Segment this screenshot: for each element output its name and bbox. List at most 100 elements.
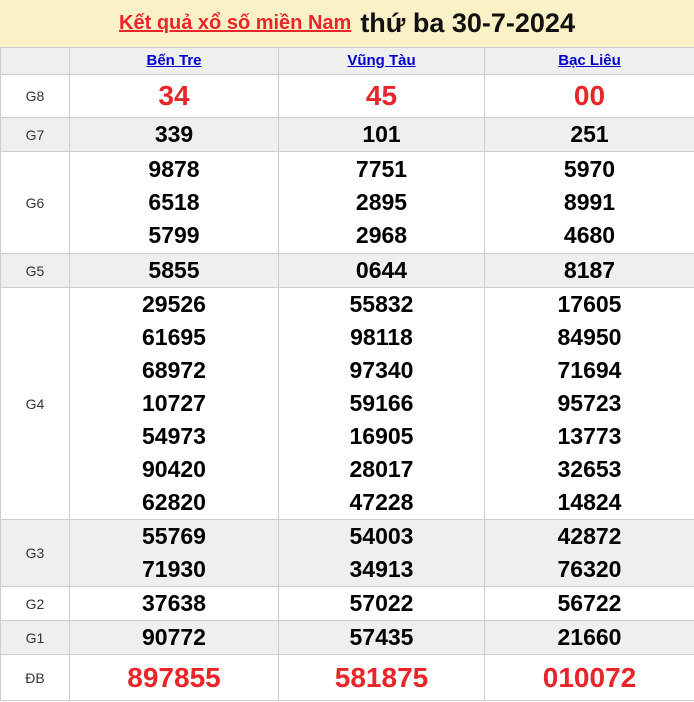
column-link-bac-lieu[interactable]: Bạc Liêu bbox=[558, 52, 621, 69]
result-value: 17605 bbox=[557, 291, 622, 317]
column-header-ben-tre: Bến Tre bbox=[69, 47, 279, 75]
corner-cell bbox=[0, 47, 70, 75]
results-table: Bến Tre Vũng Tàu Bạc Liêu G8 34 45 00 G7 bbox=[0, 47, 694, 701]
result-value: 5855 bbox=[148, 257, 200, 283]
result-cell: 5970 8991 4680 bbox=[484, 151, 694, 254]
result-cell: 57435 bbox=[278, 620, 485, 655]
title-date: thứ ba 30-7-2024 bbox=[360, 8, 575, 38]
column-link-vung-tau[interactable]: Vũng Tàu bbox=[347, 52, 416, 69]
result-cell: 7751 2895 2968 bbox=[278, 151, 485, 254]
result-cell: 5855 bbox=[69, 253, 279, 288]
title-bar: Kết quả xổ số miền Nam thứ ba 30-7-2024 bbox=[0, 0, 694, 47]
result-cell: 55832 98118 97340 59166 16905 28017 4722… bbox=[278, 287, 485, 520]
result-value: 97340 bbox=[349, 357, 414, 383]
prize-row-g4: G4 29526 61695 68972 10727 54973 90420 6… bbox=[0, 287, 694, 520]
result-value: 76320 bbox=[557, 556, 622, 582]
prize-label-g7: G7 bbox=[0, 117, 70, 152]
prize-label-g1: G1 bbox=[0, 620, 70, 655]
result-value: 61695 bbox=[142, 324, 206, 350]
result-cell: 251 bbox=[484, 117, 694, 152]
result-value: 45 bbox=[365, 80, 398, 111]
result-value: 37638 bbox=[142, 590, 206, 616]
result-value: 7751 bbox=[355, 156, 408, 182]
prize-label-g2: G2 bbox=[0, 586, 70, 621]
result-value: 5799 bbox=[148, 222, 200, 248]
result-value: 29526 bbox=[142, 291, 206, 317]
result-cell: 17605 84950 71694 95723 13773 32653 1482… bbox=[484, 287, 694, 520]
prize-label-db: ĐB bbox=[0, 654, 70, 701]
result-value: 55769 bbox=[142, 523, 206, 549]
header-row: Bến Tre Vũng Tàu Bạc Liêu bbox=[0, 47, 694, 75]
result-value: 9878 bbox=[148, 156, 200, 182]
prize-label-g3: G3 bbox=[0, 519, 70, 587]
result-value: 32653 bbox=[557, 456, 622, 482]
result-value: 13773 bbox=[557, 423, 622, 449]
result-value: 55832 bbox=[349, 291, 414, 317]
result-cell: 8187 bbox=[484, 253, 694, 288]
result-cell: 339 bbox=[69, 117, 279, 152]
result-value: 339 bbox=[154, 121, 194, 147]
result-value: 57022 bbox=[349, 590, 414, 616]
result-value: 47228 bbox=[349, 489, 414, 515]
result-cell: 0644 bbox=[278, 253, 485, 288]
column-link-ben-tre[interactable]: Bến Tre bbox=[146, 52, 202, 69]
result-cell: 56722 bbox=[484, 586, 694, 621]
title-link[interactable]: Kết quả xổ số miền Nam bbox=[119, 12, 352, 34]
result-value: 8991 bbox=[563, 189, 616, 215]
prize-row-g6: G6 9878 6518 5799 7751 2895 2968 5970 89… bbox=[0, 151, 694, 254]
result-cell: 37638 bbox=[69, 586, 279, 621]
result-value: 14824 bbox=[557, 489, 622, 515]
result-value: 56722 bbox=[557, 590, 622, 616]
result-value: 62820 bbox=[142, 489, 206, 515]
result-cell: 55769 71930 bbox=[69, 519, 279, 587]
result-cell: 581875 bbox=[278, 654, 485, 701]
result-cell: 9878 6518 5799 bbox=[69, 151, 279, 254]
prize-label-g6: G6 bbox=[0, 151, 70, 254]
prize-row-g1: G1 90772 57435 21660 bbox=[0, 620, 694, 655]
prize-row-g5: G5 5855 0644 8187 bbox=[0, 253, 694, 288]
result-value: 68972 bbox=[142, 357, 206, 383]
result-value: 95723 bbox=[557, 390, 622, 416]
result-value: 4680 bbox=[563, 222, 616, 248]
column-header-vung-tau: Vũng Tàu bbox=[278, 47, 485, 75]
result-value: 5970 bbox=[563, 156, 616, 182]
result-value: 897855 bbox=[127, 661, 221, 693]
result-value: 42872 bbox=[557, 523, 622, 549]
result-value: 8187 bbox=[563, 257, 616, 283]
result-value: 59166 bbox=[349, 390, 414, 416]
result-value: 00 bbox=[573, 80, 606, 111]
result-value: 0644 bbox=[355, 257, 408, 283]
result-value: 10727 bbox=[142, 390, 206, 416]
prize-label-g4: G4 bbox=[0, 287, 70, 520]
result-cell: 54003 34913 bbox=[278, 519, 485, 587]
result-cell: 90772 bbox=[69, 620, 279, 655]
result-value: 101 bbox=[362, 121, 401, 147]
result-value: 010072 bbox=[542, 661, 637, 693]
result-cell: 34 bbox=[69, 74, 279, 118]
result-value: 98118 bbox=[350, 324, 413, 350]
result-value: 6518 bbox=[148, 189, 200, 215]
prize-row-g8: G8 34 45 00 bbox=[0, 74, 694, 118]
prize-row-db: ĐB 897855 581875 010072 bbox=[0, 654, 694, 701]
result-value: 28017 bbox=[349, 456, 414, 482]
result-cell: 897855 bbox=[69, 654, 279, 701]
result-cell: 45 bbox=[278, 74, 485, 118]
prize-row-g7: G7 339 101 251 bbox=[0, 117, 694, 152]
prize-row-g3: G3 55769 71930 54003 34913 42872 76320 bbox=[0, 519, 694, 587]
result-value: 581875 bbox=[334, 661, 429, 693]
result-value: 2895 bbox=[355, 189, 408, 215]
result-value: 71930 bbox=[142, 556, 206, 582]
prize-label-g8: G8 bbox=[0, 74, 70, 118]
result-value: 57435 bbox=[349, 624, 414, 650]
result-cell: 21660 bbox=[484, 620, 694, 655]
prize-label-g5: G5 bbox=[0, 253, 70, 288]
result-value: 21660 bbox=[557, 624, 622, 650]
result-value: 90420 bbox=[142, 456, 206, 482]
result-value: 84950 bbox=[557, 324, 622, 350]
result-value: 54973 bbox=[142, 423, 206, 449]
result-cell: 57022 bbox=[278, 586, 485, 621]
result-cell: 42872 76320 bbox=[484, 519, 694, 587]
result-value: 2968 bbox=[355, 222, 408, 248]
result-cell: 101 bbox=[278, 117, 485, 152]
